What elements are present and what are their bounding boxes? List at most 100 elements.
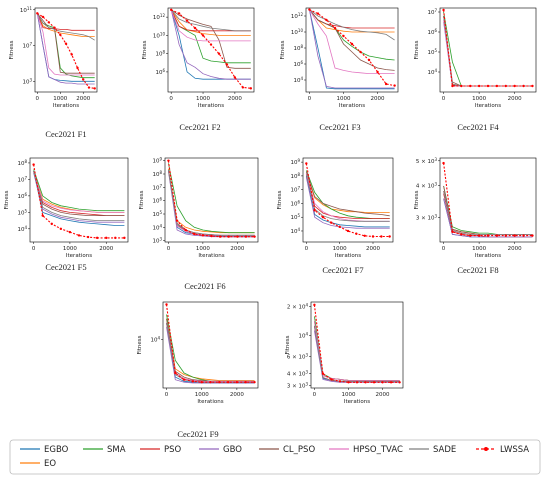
lwssa-marker — [200, 380, 203, 384]
series-group — [442, 161, 534, 238]
x-tick-label: 0 — [308, 96, 312, 102]
y-axis-label: Fitness — [285, 335, 291, 354]
series-group — [167, 159, 256, 238]
x-tick-label: 2000 — [228, 96, 242, 102]
y-axis-label: Fitness — [137, 335, 143, 354]
lwssa-marker — [313, 303, 316, 307]
y-tick-label: 107 — [17, 175, 27, 184]
series-line-hpso_tvac — [309, 9, 395, 74]
y-tick-label: 103 — [152, 236, 162, 245]
lwssa-marker — [381, 381, 384, 384]
series-line-cl_pso — [36, 13, 95, 74]
lwssa-marker — [86, 235, 90, 239]
lwssa-marker — [355, 381, 359, 384]
x-tick-label: 0 — [442, 96, 446, 102]
series-line-eo — [166, 318, 255, 381]
panel-title: Cec2021 F5 — [45, 262, 86, 272]
lwssa-marker — [380, 235, 383, 238]
panel-F2: 0 1000 2000 106 108 1010 1012 Iterations Fitness… — [142, 7, 255, 132]
y-axis-label: Fitness — [4, 190, 10, 209]
lwssa-marker — [504, 234, 507, 237]
lwssa-marker — [398, 381, 401, 384]
lwssa-marker — [226, 380, 230, 384]
x-axis-label: Iterations — [335, 253, 361, 259]
series-line-cl_pso — [33, 171, 125, 217]
lwssa-marker — [249, 87, 253, 90]
series-line-gbo — [443, 198, 533, 238]
panel-F5: 0 1000 2000 104 105 106 107 108 Iterations Fitnes… — [4, 157, 129, 272]
panel-title: Cec2021 F7 — [322, 265, 363, 275]
lwssa-marker — [347, 381, 350, 384]
x-axis-label: Iterations — [66, 253, 92, 259]
series-line-eo — [305, 172, 390, 213]
lwssa-marker — [308, 8, 311, 11]
plot-frame — [164, 157, 259, 243]
lwssa-marker — [225, 63, 229, 66]
panel-F7: 0 1000 2000 104 105 106 107 108 109 Iterations Fit… — [277, 158, 394, 275]
series-line-gbo — [309, 9, 395, 89]
lwssa-marker — [321, 372, 325, 375]
lwssa-marker — [477, 84, 481, 88]
y-tick-label: 104 — [293, 76, 303, 85]
y-tick-label: 104 — [298, 331, 308, 340]
y-axis-label: Fitness — [139, 190, 145, 209]
series-line-sade — [305, 174, 390, 222]
y-tick-label: 107 — [290, 185, 300, 194]
y-tick-label: 105 — [17, 208, 27, 217]
y-tick-label: 5 × 103 — [416, 156, 438, 165]
lwssa-marker — [388, 235, 391, 238]
y-axis-label: Fitness — [142, 40, 148, 59]
lwssa-marker — [41, 214, 44, 217]
y-tick-label: 1011 — [20, 5, 33, 14]
y-tick-label: 108 — [155, 49, 165, 58]
x-tick-label: 2000 — [371, 96, 385, 102]
panel-F3: 0 1000 2000 104 106 108 1010 1012 Iterations Fitn… — [280, 7, 399, 132]
lwssa-marker — [371, 235, 375, 238]
legend-label: SMA — [107, 445, 126, 455]
y-tick-label: 4 × 103 — [416, 181, 438, 190]
x-tick-label: 1000 — [196, 246, 210, 252]
y-axis-label: Fitness — [414, 190, 420, 209]
series-line-sade — [170, 9, 251, 32]
lwssa-marker — [330, 221, 333, 224]
plot-frame — [439, 7, 537, 93]
series-line-gbo — [305, 177, 390, 229]
series-line-egbo — [33, 171, 125, 226]
lwssa-marker — [93, 87, 96, 90]
series-line-sade — [309, 9, 395, 41]
x-tick-label: 2000 — [230, 392, 244, 398]
lwssa-marker — [105, 236, 108, 240]
series-line-sade — [36, 13, 95, 41]
lwssa-marker — [184, 228, 187, 232]
legend-label: CL_PSO — [283, 445, 315, 455]
y-tick-label: 104 — [150, 335, 160, 344]
lwssa-marker — [504, 84, 507, 88]
x-axis-label: Iterations — [475, 253, 501, 259]
legend-label: EGBO — [44, 445, 69, 455]
y-tick-label: 106 — [152, 196, 162, 205]
series-line-pso — [305, 173, 390, 220]
lwssa-marker — [193, 232, 196, 236]
lwssa-marker — [531, 84, 534, 88]
x-tick-label: 1000 — [195, 392, 209, 398]
y-axis-label: Fitness — [277, 190, 283, 209]
series-group — [442, 8, 534, 88]
lwssa-marker — [338, 225, 341, 229]
y-axis-label: Fitness — [280, 40, 286, 59]
lwssa-marker — [185, 19, 189, 22]
y-tick-label: 104 — [152, 223, 162, 232]
lwssa-marker — [47, 21, 50, 24]
legend-label: EO — [44, 459, 56, 469]
x-tick-label: 2000 — [76, 96, 90, 102]
y-tick-label: 107 — [22, 41, 32, 50]
panel-F9: 0 1000 2000 104 Iterations Fitness Cec2021 F9 — [137, 301, 259, 439]
x-axis-label: Iterations — [475, 103, 501, 109]
y-tick-label: 109 — [152, 156, 162, 165]
lwssa-marker — [201, 34, 205, 37]
lwssa-marker — [41, 15, 45, 19]
lwssa-marker — [522, 234, 525, 237]
x-axis-label: Iterations — [53, 103, 79, 109]
y-tick-label: 105 — [427, 48, 437, 57]
lwssa-marker — [451, 84, 454, 88]
